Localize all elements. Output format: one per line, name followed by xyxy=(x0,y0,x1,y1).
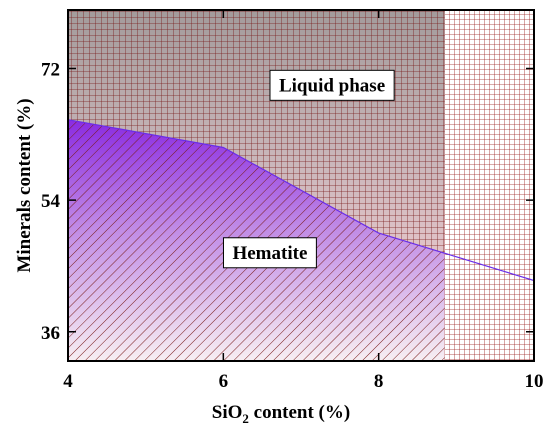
annotation-1: Hematite xyxy=(222,237,317,269)
x-tick-label: 4 xyxy=(63,371,73,392)
plot-frame xyxy=(67,9,535,362)
x-axis-label: SiO2 content (%) xyxy=(212,402,350,426)
y-tick-label: 72 xyxy=(41,60,60,81)
y-tick-label: 54 xyxy=(41,191,61,212)
annotation-text: Hematite xyxy=(232,243,307,264)
annotation-box xyxy=(222,237,317,269)
x-tick-label: 8 xyxy=(374,371,384,392)
y-tick-label: 36 xyxy=(41,323,60,344)
annotation-0: Liquid phase xyxy=(269,69,395,101)
x-tick-label: 6 xyxy=(219,371,229,392)
liquid-phase-hatch xyxy=(68,10,534,281)
fine-grid-region xyxy=(444,10,534,361)
y-axis-label: Minerals content (%) xyxy=(14,98,35,272)
phase-boundary-line xyxy=(68,119,534,282)
annotation-text: Liquid phase xyxy=(279,75,385,96)
annotation-box xyxy=(269,69,395,101)
x-tick-label: 10 xyxy=(525,371,544,392)
